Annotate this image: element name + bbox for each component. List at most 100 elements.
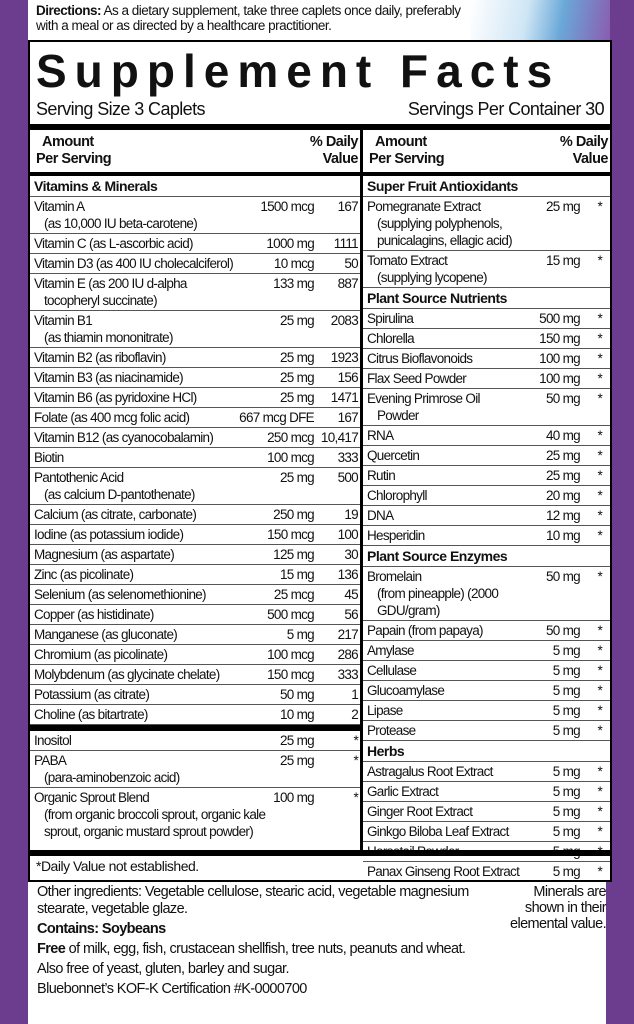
nutrient-amount: 25 mg: [279, 370, 315, 385]
nutrient-daily-value: 1471: [330, 390, 359, 405]
nutrient-row: Copper (as histidinate) 500 mcg 56: [30, 605, 360, 625]
nutrient-daily-value: 10,417: [320, 430, 359, 445]
nutrient-amount: 25 mg: [545, 468, 581, 483]
nutrient-row: Biotin 100 mcg 333: [30, 448, 360, 468]
nutrient-daily-value: *: [597, 703, 602, 718]
nutrient-daily-value: 45: [344, 587, 358, 602]
nutrient-name-text: Pomegranate Extract: [367, 199, 481, 214]
nutrient-amount: 100 mg: [539, 371, 581, 386]
nutrient-name: Vitamin B1 (as thiamin mononitrate): [34, 312, 277, 346]
nutrient-daily-value: 100: [337, 527, 359, 542]
nutrient-source: (as thiamin mononitrate): [44, 330, 173, 345]
nutrient-amount: 25 mg: [279, 350, 315, 365]
nutrient-row: Chlorophyll 20 mg *: [363, 486, 610, 506]
nutrient-daily-value: *: [597, 764, 602, 779]
nutrient-name-text: Garlic Extract: [367, 784, 439, 799]
daily-value-header: % Daily Value: [559, 134, 609, 172]
nutrient-row: Cellulase 5 mg *: [363, 661, 610, 681]
value-label: Value: [572, 151, 609, 167]
nutrient-name-text: Vitamin B1: [34, 313, 93, 328]
nutrient-amount: 15 mg: [545, 253, 581, 268]
nutrient-amount: 150 mcg: [267, 527, 315, 542]
nutrient-daily-value: *: [597, 623, 602, 638]
nutrient-name-text: Cellulase: [367, 663, 417, 678]
nutrient-source: (as 10,000 IU beta-carotene): [44, 216, 198, 231]
nutrient-name-text: Protease: [367, 723, 416, 738]
nutrient-amount: 5 mg: [552, 764, 581, 779]
thick-divider: [30, 725, 360, 731]
nutrient-amount: 5 mg: [552, 643, 581, 658]
nutrient-name-text: Pantothenic Acid: [34, 470, 124, 485]
nutrient-row: Magnesium (as aspartate) 125 mg 30: [30, 545, 360, 565]
nutrient-row: Amylase 5 mg *: [363, 641, 610, 661]
nutrient-daily-value: 500: [337, 470, 359, 485]
nutrient-amount: 500 mg: [539, 311, 581, 326]
nutrient-amount: 250 mg: [273, 507, 315, 522]
nutrient-name: DNA: [367, 507, 543, 524]
nutrient-name-text: Lipase: [367, 703, 403, 718]
nutrient-name-text: Iodine (as potassium iodide): [34, 527, 184, 542]
nutrient-source: Powder: [377, 408, 419, 423]
column-header: Amount Per Serving % Daily Value: [363, 130, 610, 176]
serving-size: Serving Size 3 Caplets: [36, 99, 206, 119]
nutrient-name-text: Astragalus Root Extract: [367, 764, 493, 779]
nutrient-daily-value: *: [597, 351, 602, 366]
nutrient-name-text: Vitamin C (as L-ascorbic acid): [34, 236, 194, 251]
nutrient-name-text: Copper (as histidinate): [34, 607, 154, 622]
nutrient-daily-value: *: [597, 468, 602, 483]
footnote: *Daily Value not established.: [30, 850, 610, 880]
amount-header: Amount Per Serving: [36, 134, 112, 172]
nutrient-source: (from organic broccoli sprout, organic k…: [44, 807, 266, 839]
nutrient-amount: 125 mg: [273, 547, 315, 562]
nutrient-amount: 5 mg: [552, 703, 581, 718]
nutrient-name-text: Vitamin B6 (as pyridoxine HCl): [34, 390, 197, 405]
nutrient-name-text: Potassium (as citrate): [34, 687, 150, 702]
nutrient-name-text: Papain (from papaya): [367, 623, 484, 638]
nutrient-daily-value: *: [597, 488, 602, 503]
nutrient-name-text: Zinc (as picolinate): [34, 567, 134, 582]
nutrient-name: PABA (para-aminobenzoic acid): [34, 752, 277, 786]
nutrient-name: Rutin: [367, 467, 543, 484]
nutrient-name: Vitamin B12 (as cyanocobalamin): [34, 429, 264, 446]
nutrient-name-text: Chlorophyll: [367, 488, 428, 503]
nutrient-amount: 25 mg: [279, 733, 315, 748]
nutrient-name-text: Vitamin D3 (as 400 IU cholecalciferol): [34, 256, 234, 271]
nutrient-name: Selenium (as selenomethionine): [34, 586, 271, 603]
contains: Contains: Soybeans: [37, 921, 597, 938]
nutrient-amount: 50 mg: [545, 623, 581, 638]
nutrient-row: Tomato Extract (supplying lycopene) 15 mg *: [363, 251, 610, 288]
other-info: Other ingredients: Vegetable cellulose, …: [37, 884, 597, 1001]
nutrient-name: Magnesium (as aspartate): [34, 546, 270, 563]
nutrient-row: Pomegranate Extract (supplying polyphenol…: [363, 197, 610, 251]
nutrient-daily-value: 167: [337, 199, 359, 214]
nutrient-name: Glucoamylase: [367, 682, 550, 699]
nutrient-row: Selenium (as selenomethionine) 25 mcg 45: [30, 585, 360, 605]
nutrient-daily-value: 136: [337, 567, 359, 582]
nutrient-name: Amylase: [367, 642, 550, 659]
per-serving-label: Per Serving: [369, 151, 445, 167]
nutrient-daily-value: 19: [344, 507, 358, 522]
nutrient-name: Vitamin A (as 10,000 IU beta-carotene): [34, 198, 257, 232]
nutrient-source: (as calcium D-pantothenate): [44, 487, 195, 502]
nutrient-row: Spirulina 500 mg *: [363, 309, 610, 329]
nutrient-amount: 667 mcg DFE: [239, 410, 315, 425]
nutrient-name-text: Choline (as bitartrate): [34, 707, 148, 722]
nutrient-daily-value: *: [353, 753, 358, 768]
servings-per-container: Servings Per Container 30: [407, 99, 605, 119]
nutrient-row: Chlorella 150 mg *: [363, 329, 610, 349]
nutrient-row: Chromium (as picolinate) 100 mcg 286: [30, 645, 360, 665]
other-ingredients: Other ingredients: Vegetable cellulose, …: [37, 884, 469, 917]
nutrient-name-text: Flax Seed Powder: [367, 371, 467, 386]
nutrient-row: Evening Primrose Oil Powder 50 mg *: [363, 389, 610, 426]
panel-title: Supplement Facts: [36, 45, 561, 97]
nutrient-row: Choline (as bitartrate) 10 mg 2: [30, 705, 360, 725]
nutrient-amount: 40 mg: [545, 428, 581, 443]
directions-label: Directions:: [36, 3, 102, 18]
daily-label: % Daily: [559, 134, 609, 150]
nutrient-daily-value: *: [597, 371, 602, 386]
nutrient-name: Vitamin B2 (as riboflavin): [34, 349, 277, 366]
directions-text: As a dietary supplement, take three capl…: [36, 3, 461, 33]
nutrient-name: Tomato Extract (supplying lycopene): [367, 252, 543, 286]
nutrient-amount: 50 mg: [545, 569, 581, 584]
nutrient-amount: 10 mcg: [273, 256, 315, 271]
